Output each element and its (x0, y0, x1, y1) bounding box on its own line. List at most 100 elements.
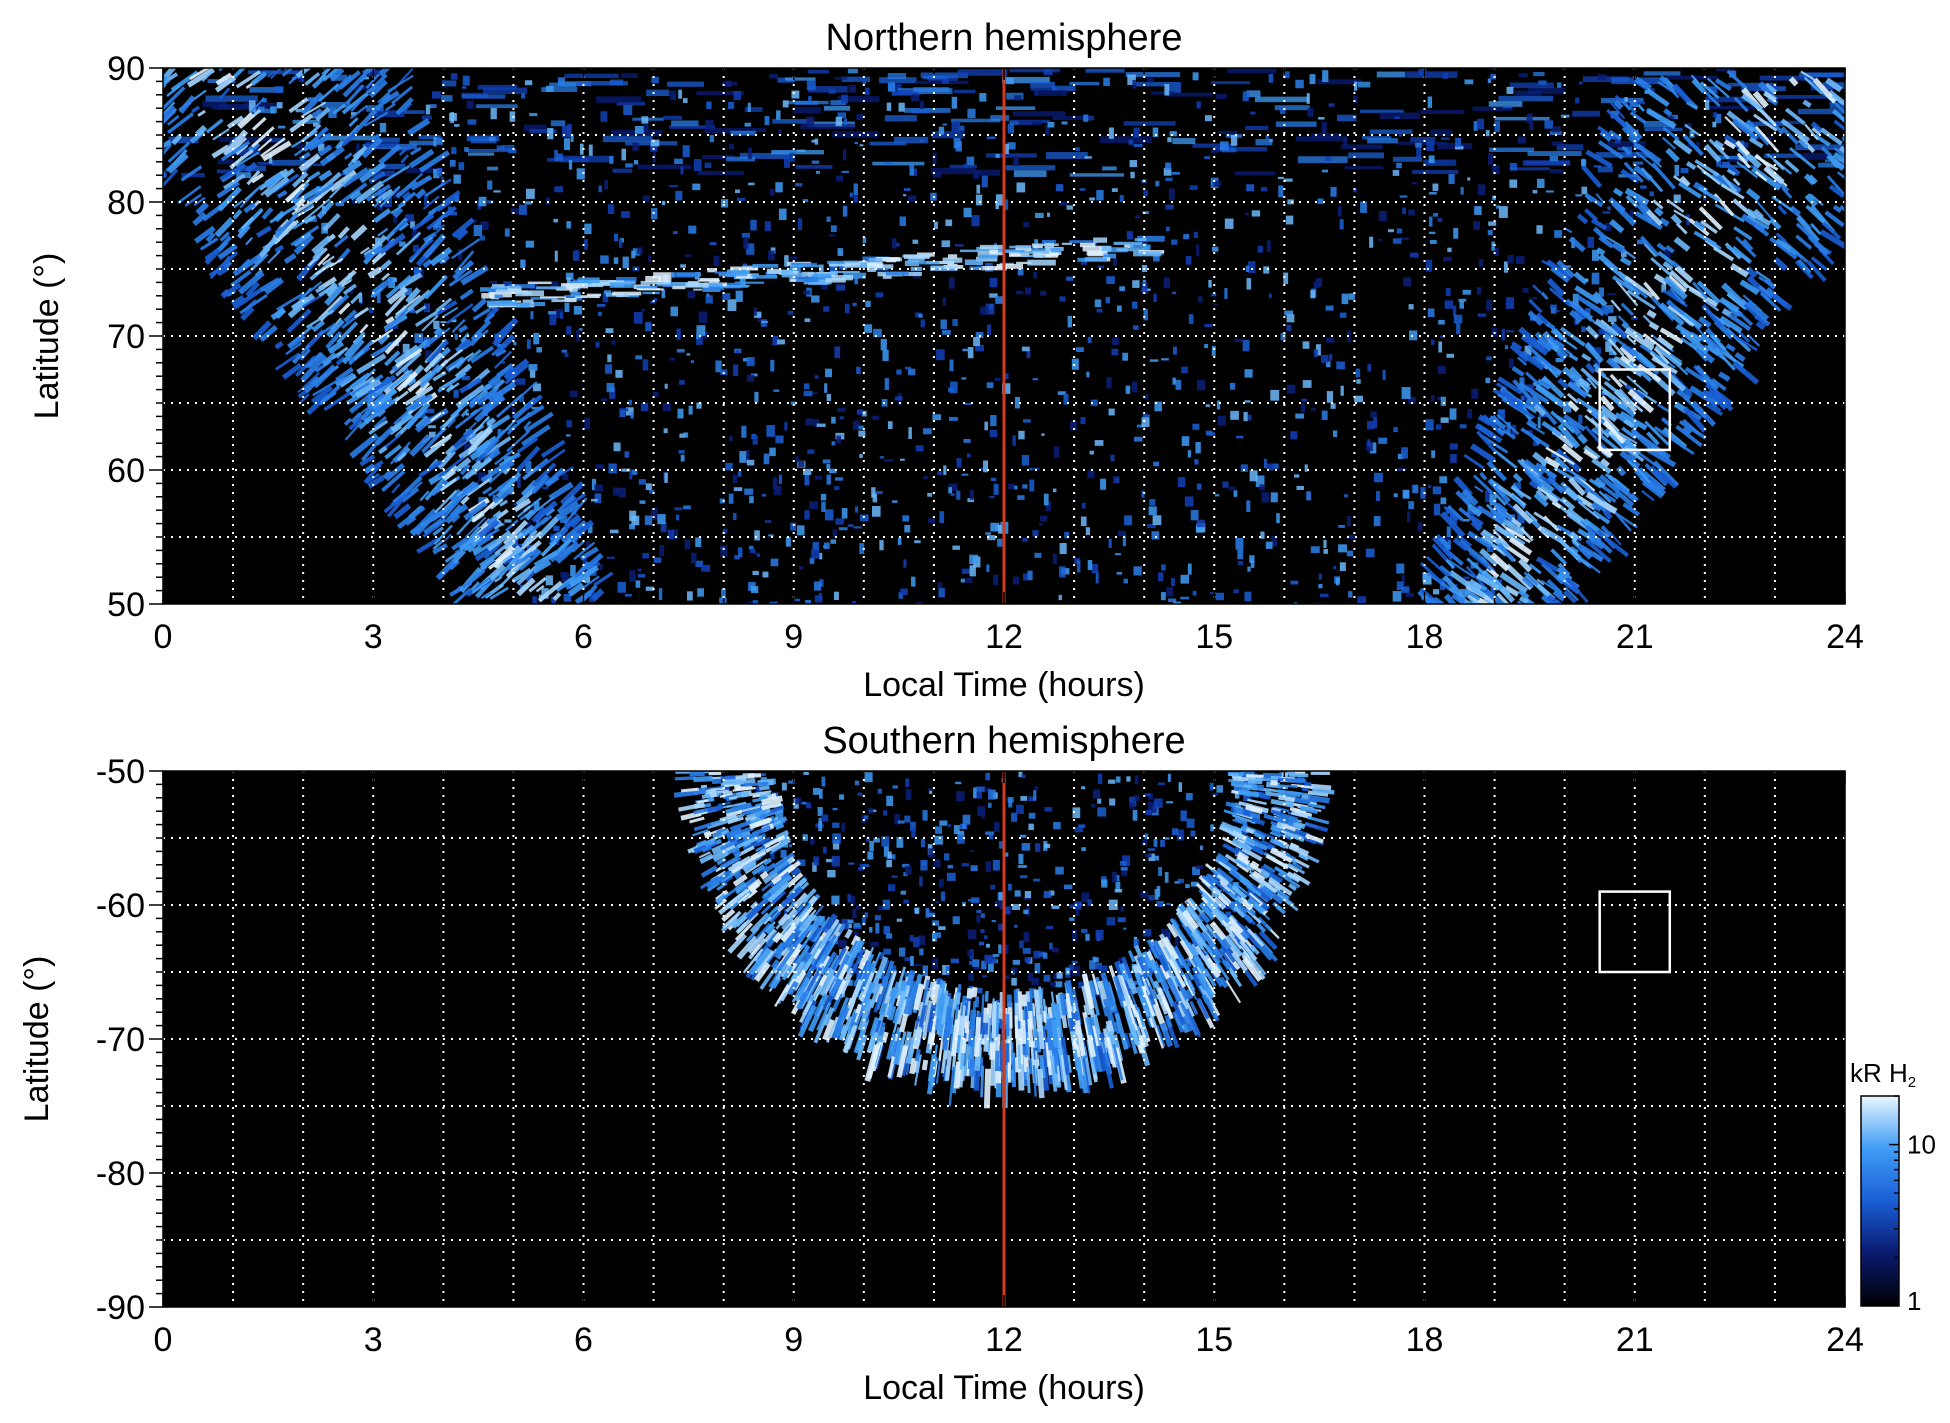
emission-arc-streak (1602, 509, 1613, 520)
emission-speckle (951, 120, 961, 132)
emission-speckle (887, 82, 896, 92)
emission-speckle (376, 291, 381, 304)
emission-speckle (873, 837, 880, 843)
emission-speckle (983, 935, 988, 940)
emission-speckle (706, 101, 712, 109)
emission-speckle (903, 559, 907, 568)
emission-speckle (563, 593, 571, 602)
emission-arc-streak (522, 465, 540, 481)
emission-speckle (942, 330, 951, 335)
emission-speckle (637, 568, 642, 572)
emission-speckle (1555, 357, 1564, 363)
emission-band-streak (998, 249, 1025, 253)
emission-arc-streak (372, 251, 387, 265)
emission-arc-streak (393, 503, 412, 520)
emission-arc-streak (1574, 307, 1588, 320)
emission-arc-streak (460, 495, 470, 505)
emission-speckle (1184, 496, 1194, 507)
emission-speckle (1442, 72, 1449, 79)
emission-arc-streak (483, 388, 498, 400)
emission-speckle (1467, 510, 1476, 515)
emission-speckle (781, 782, 787, 791)
emission-speckle (733, 90, 741, 101)
north-x-tick-label: 18 (1406, 618, 1444, 656)
emission-arc-streak (1564, 487, 1579, 502)
emission-arc-streak (1595, 247, 1606, 256)
emission-arc-streak (178, 94, 196, 114)
emission-arc-streak (449, 488, 463, 503)
emission-streak (834, 76, 848, 80)
emission-arc-streak (177, 185, 202, 205)
emission-arc-streak (1556, 351, 1566, 361)
emission-speckle (1271, 535, 1278, 547)
southern-hemisphere-panel: Southern hemisphere 0 3 6 9 12 15 18 21 … (18, 720, 1864, 1407)
emission-speckle (1243, 411, 1248, 422)
emission-arc-streak (261, 207, 274, 220)
emission-speckle (775, 435, 784, 444)
emission-speckle (1347, 515, 1351, 527)
emission-arc-streak (1569, 531, 1580, 542)
emission-speckle (465, 413, 470, 416)
emission-arc-streak (1705, 402, 1724, 417)
emission-band-streak (581, 283, 604, 288)
emission-speckle (554, 186, 564, 193)
emission-speckle (1505, 330, 1515, 333)
emission-arc-streak (1543, 456, 1561, 469)
emission-speckle (622, 256, 629, 269)
emission-speckle (725, 462, 733, 471)
emission-arc-streak (1585, 491, 1618, 515)
emission-arc-streak (251, 116, 267, 131)
emission-speckle (788, 780, 795, 784)
emission-speckle (746, 243, 755, 255)
emission-arc-streak (1763, 90, 1777, 103)
emission-arc-streak (1735, 140, 1751, 156)
emission-speckle (947, 864, 954, 869)
emission-oval-streak (831, 992, 843, 1013)
emission-speckle (595, 341, 600, 348)
emission-speckle (1045, 501, 1052, 512)
emission-speckle (1047, 121, 1055, 128)
emission-speckle (528, 364, 538, 371)
emission-speckle (1058, 594, 1062, 601)
emission-speckle (506, 486, 514, 495)
emission-arc-streak (283, 68, 289, 71)
emission-speckle (769, 188, 775, 196)
emission-speckle (956, 791, 965, 802)
emission-band-streak (859, 260, 869, 264)
emission-speckle (639, 500, 646, 504)
emission-speckle (1444, 300, 1454, 309)
emission-arc-streak (499, 499, 509, 507)
emission-speckle (1172, 346, 1177, 355)
emission-speckle (1021, 843, 1031, 851)
emission-speckle (552, 601, 556, 604)
emission-arc-streak (1446, 505, 1464, 522)
emission-speckle (629, 523, 635, 530)
emission-speckle (1023, 573, 1028, 581)
emission-speckle (1044, 843, 1051, 849)
emission-arc-streak (1584, 560, 1601, 574)
emission-arc-streak (473, 329, 489, 342)
emission-arc-streak (353, 307, 370, 319)
emission-speckle (676, 348, 685, 353)
emission-arc-streak (382, 469, 393, 480)
emission-speckle (764, 520, 772, 523)
emission-arc-streak (1470, 519, 1483, 532)
emission-arc-streak (119, 124, 145, 145)
emission-speckle (1134, 795, 1140, 801)
emission-arc-streak (260, 137, 286, 158)
emission-speckle (1176, 829, 1184, 841)
emission-speckle (1116, 305, 1122, 312)
emission-speckle (864, 772, 873, 783)
emission-arc-streak (458, 338, 473, 350)
emission-speckle (1042, 952, 1048, 959)
emission-streak (996, 106, 1036, 110)
emission-speckle (985, 773, 990, 781)
emission-arc-streak (230, 155, 244, 170)
emission-speckle (1113, 476, 1120, 484)
emission-speckle (890, 965, 897, 973)
emission-speckle (1486, 547, 1494, 552)
emission-speckle (423, 303, 431, 313)
emission-speckle (682, 145, 690, 158)
emission-speckle (1412, 484, 1419, 494)
emission-streak (785, 77, 816, 81)
